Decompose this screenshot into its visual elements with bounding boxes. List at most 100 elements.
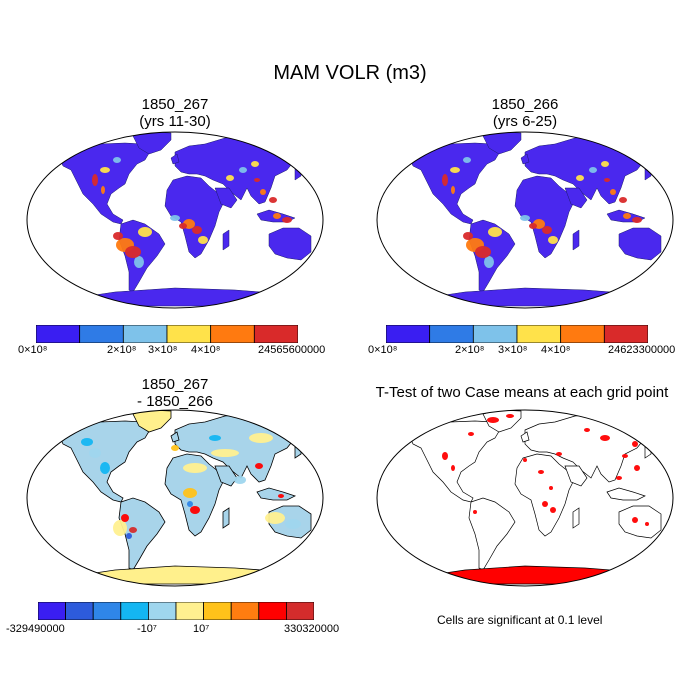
ttest-significant-cell xyxy=(600,435,610,441)
case2-high-region xyxy=(442,174,448,186)
ttest-note: Cells are significant at 0.1 level xyxy=(437,613,603,627)
ttest-significant-cell xyxy=(487,417,499,423)
diff-anomaly-region xyxy=(81,438,93,446)
cb-case2-label-min: 0×10⁸ xyxy=(368,344,398,356)
colorbar-diff-bin xyxy=(38,602,67,620)
case2-high-region xyxy=(451,186,455,194)
case2-high-region xyxy=(463,232,473,240)
colorbar-case1-bin xyxy=(210,325,255,343)
colorbar-case2-bin xyxy=(472,325,518,343)
ttest-significant-cell xyxy=(473,510,477,514)
diff-anomaly-region xyxy=(183,488,197,498)
ttest-significant-cell xyxy=(538,470,544,474)
case2-high-region xyxy=(610,189,616,195)
cb-case1-label-min: 0×10⁸ xyxy=(18,344,48,356)
case1-land-uk xyxy=(170,153,180,165)
ttest-significant-cell xyxy=(523,458,527,462)
case2-mid-region xyxy=(589,167,597,173)
colorbar-diff-bin xyxy=(285,602,314,620)
diff-land-uk xyxy=(170,431,180,443)
colorbar-diff xyxy=(38,602,314,620)
colorbar-case2 xyxy=(386,325,648,343)
colorbar-case1 xyxy=(36,325,298,343)
ttest-significant-cell xyxy=(506,414,514,418)
diff-anomaly-region xyxy=(113,520,127,536)
diff-anomaly-region xyxy=(126,533,132,539)
case2-high-region xyxy=(604,178,610,182)
diff-anomaly-region xyxy=(190,506,200,514)
case2-mid-region xyxy=(488,227,502,237)
ttest-significant-cell xyxy=(645,522,649,526)
panel-title-case2: 1850_266 (yrs 6-25) xyxy=(491,96,559,130)
case1-mid-region xyxy=(239,167,247,173)
diff-anomaly-region xyxy=(187,501,193,507)
colorbar-case1-bin xyxy=(79,325,124,343)
colorbar-case2-bin xyxy=(386,325,431,343)
colorbar-case2-bin xyxy=(603,325,648,343)
colorbar-diff-bin xyxy=(120,602,149,620)
diff-land-madagascar xyxy=(222,507,230,529)
case2-land-africa xyxy=(514,175,576,259)
case2-land-samerica xyxy=(468,219,516,293)
case1-high-region xyxy=(125,246,141,258)
case1-mid-region xyxy=(251,161,259,167)
case1-mid-region xyxy=(138,227,152,237)
diff-anomaly-region xyxy=(249,433,273,443)
case2-land-madagascar xyxy=(572,229,580,251)
case1-mid-region xyxy=(198,236,208,244)
case1-high-region xyxy=(101,186,105,194)
ttest-significant-cell xyxy=(634,465,640,471)
case2-high-region xyxy=(619,197,627,203)
case2-mid-region xyxy=(601,161,609,167)
case1-land-madagascar xyxy=(222,229,230,251)
colorbar-case1-bin xyxy=(36,325,81,343)
diff-anomaly-region xyxy=(285,519,301,529)
figure-title: MAM VOLR (m3) xyxy=(273,62,427,84)
cb-case1-label-2e8: 2×10⁸ xyxy=(107,344,137,356)
case1-high-region xyxy=(282,217,292,223)
case1-mid-region xyxy=(134,256,144,268)
case2-high-region xyxy=(542,226,552,234)
ttest-significant-cell xyxy=(622,454,628,458)
diff-anomaly-region xyxy=(211,449,239,457)
ttest-significant-cell xyxy=(616,476,622,480)
ttest-significant-cell xyxy=(413,427,425,433)
map-case1 xyxy=(26,131,324,309)
colorbar-case2-bin xyxy=(516,325,562,343)
map-case2 xyxy=(376,131,674,309)
map-diff xyxy=(26,409,324,587)
ttest-significant-cell xyxy=(556,452,562,456)
ttest-land-madagascar xyxy=(572,507,580,529)
colorbar-case1-bin xyxy=(253,325,298,343)
case2-land-australia xyxy=(618,227,662,261)
cb-diff-label-pos: 10⁷ xyxy=(193,623,210,635)
diff-anomaly-region xyxy=(121,514,129,522)
ttest-significant-cell xyxy=(632,517,638,523)
diff-anomaly-region xyxy=(183,463,207,473)
case2-land-uk xyxy=(520,153,530,165)
cb-diff-label-max: 330320000 xyxy=(284,623,340,635)
case2-mid-region xyxy=(576,175,584,181)
colorbar-diff-bin xyxy=(230,602,260,620)
diff-anomaly-region xyxy=(100,462,110,474)
colorbar-diff-bin xyxy=(175,602,205,620)
diff-land-arabia xyxy=(214,465,238,487)
case1-high-region xyxy=(269,197,277,203)
ttest-land-arabia xyxy=(564,465,588,487)
diff-anomaly-region xyxy=(255,463,263,469)
cb-case1-label-4e8: 4×10⁸ xyxy=(191,344,221,356)
diff-anomaly-region xyxy=(278,494,284,498)
case2-mid-region xyxy=(450,167,460,173)
case1-high-region xyxy=(260,189,266,195)
case1-high-region xyxy=(192,226,202,234)
case1-land-australia xyxy=(268,227,312,261)
cb-case2-label-4e8: 4×10⁸ xyxy=(541,344,571,356)
case2-high-region xyxy=(475,246,491,258)
ttest-significant-cell xyxy=(442,452,448,460)
case1-high-region xyxy=(92,174,98,186)
map-ttest xyxy=(376,409,674,587)
case1-mid-region xyxy=(100,167,110,173)
colorbar-case2-bin xyxy=(560,325,605,343)
case2-mid-region xyxy=(520,215,530,221)
case2-mid-region xyxy=(484,256,494,268)
